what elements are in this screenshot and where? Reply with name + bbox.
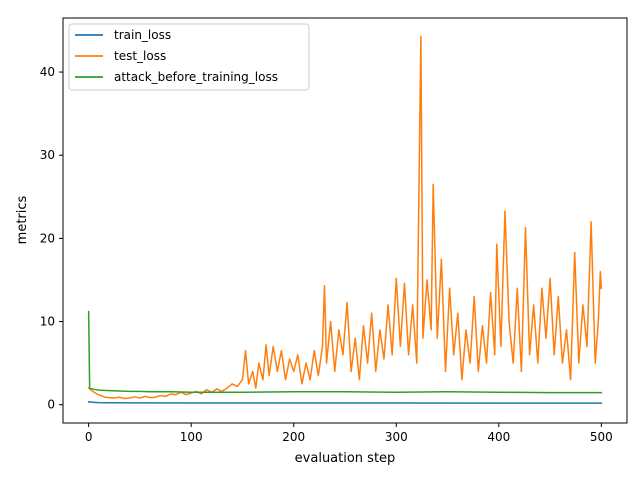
series-line-test-loss xyxy=(87,35,603,400)
y-axis-label: metrics xyxy=(15,195,30,244)
x-tick-label: 200 xyxy=(282,430,305,444)
plot-area-frame xyxy=(62,17,628,424)
y-tick-label: 20 xyxy=(40,231,55,245)
legend-label: test_loss xyxy=(114,49,166,63)
legend-label: train_loss xyxy=(114,28,171,42)
series-line-attack-before-training-loss xyxy=(87,310,603,394)
legend-label: attack_before_training_loss xyxy=(114,70,278,84)
x-tick-label: 300 xyxy=(385,430,408,444)
x-tick-label: 0 xyxy=(85,430,93,444)
legend-box xyxy=(68,23,310,91)
y-tick-label: 10 xyxy=(40,315,55,329)
x-axis-label: evaluation step xyxy=(295,451,396,466)
x-tick-label: 100 xyxy=(180,430,203,444)
legend: train_loss test_loss attack_before_trainin… xyxy=(68,23,310,91)
y-axis-ticks: 0 10 20 30 40 xyxy=(40,65,63,412)
plot-lines xyxy=(87,35,603,404)
y-tick-label: 30 xyxy=(40,148,55,162)
x-tick-label: 400 xyxy=(487,430,510,444)
x-axis-ticks: 0 100 200 300 400 500 xyxy=(85,423,613,444)
series-line-train-loss xyxy=(87,400,603,404)
y-tick-label: 40 xyxy=(40,65,55,79)
y-tick-label: 0 xyxy=(47,398,55,412)
x-tick-label: 500 xyxy=(590,430,613,444)
